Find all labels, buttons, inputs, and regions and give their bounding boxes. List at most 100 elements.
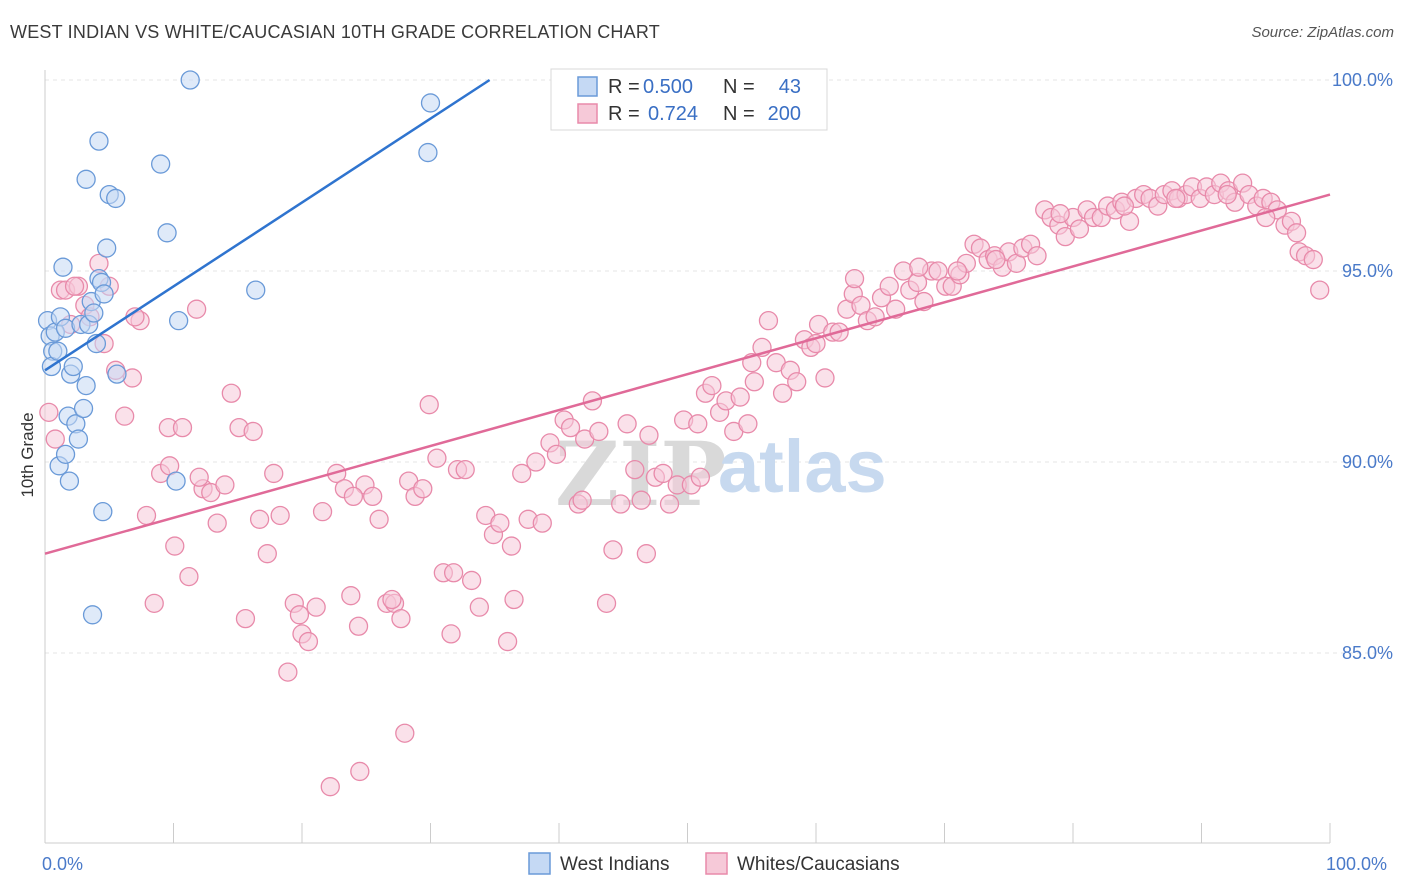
whites-caucasians-point-199 [1050, 204, 1070, 224]
whites-caucasians-point-80 [596, 593, 617, 613]
whites-caucasians-point-181 [1310, 280, 1330, 300]
west-indians-point-11 [63, 356, 83, 377]
x-tick-label-min: 0.0% [42, 854, 83, 874]
whites-caucasians-point-101 [744, 372, 764, 392]
whites-caucasians-point-192 [690, 467, 710, 487]
whites-caucasians-point-61 [461, 570, 482, 591]
whites-caucasians-point-195 [844, 268, 865, 289]
whites-caucasians-point-127 [928, 261, 948, 281]
whites-caucasians-point-16 [144, 593, 164, 613]
legend-r-value-2: 0.724 [648, 103, 698, 125]
whites-caucasians-point-81 [603, 540, 623, 560]
west-indians-point-42 [420, 93, 441, 113]
west-indians-point-34 [106, 188, 126, 209]
west-indians-point-16 [76, 375, 96, 396]
whites-caucasians-point-182 [64, 276, 85, 296]
whites-caucasians-point-82 [611, 494, 631, 514]
whites-caucasians-point-55 [419, 395, 439, 415]
whites-caucasians-point-75 [560, 417, 581, 438]
whites-caucasians-point-197 [947, 261, 967, 281]
whites-caucasians-point-86 [639, 425, 659, 445]
whites-caucasians-point-100 [738, 414, 758, 434]
legend-r-label-1: R = [608, 76, 640, 98]
whites-caucasians-point-66 [497, 631, 518, 652]
whites-caucasians-point-99 [730, 387, 750, 407]
west-indians-point-26 [107, 364, 127, 384]
whites-caucasians-point-1 [45, 429, 65, 449]
whites-caucasians-point-27 [221, 383, 241, 403]
chart-title: WEST INDIAN VS WHITE/CAUCASIAN 10TH GRAD… [10, 22, 660, 42]
whites-caucasians-point-180 [1303, 249, 1323, 270]
west-indians-point-28 [55, 444, 76, 465]
whites-caucasians-point-111 [815, 368, 835, 388]
west-indians-point-13 [68, 429, 89, 449]
west-indians-trend-line [44, 78, 491, 372]
legend-r-value-1: 0.500 [643, 76, 693, 98]
whites-caucasians-point-21 [179, 566, 199, 587]
y-tick-label-3: 100.0% [1332, 70, 1393, 90]
legend-box: R = 0.500 N = 43 R = 0.724 N = 200 [550, 68, 828, 131]
source-credit: Source: ZipAtlas.com [1251, 24, 1394, 41]
whites-caucasians-point-48 [369, 509, 389, 529]
west-indians-point-33 [89, 131, 109, 151]
whites-caucasians-point-200 [1114, 196, 1135, 216]
whites-caucasians-point-31 [249, 509, 270, 529]
legend-n-value-1: 43 [779, 76, 801, 98]
trend-lines [44, 78, 1331, 555]
west-indians-point-7 [53, 257, 73, 277]
x-tick-label-max: 100.0% [1326, 854, 1387, 874]
whites-caucasians-point-79 [589, 421, 609, 442]
whites-caucasians-point-189 [501, 536, 522, 556]
whites-caucasians-point-85 [631, 490, 651, 510]
whites-caucasians-point-65 [490, 513, 510, 533]
bottom-legend-swatch-pink [705, 852, 728, 875]
legend-n-value-2: 200 [768, 103, 801, 125]
y-tick-label-1: 90.0% [1342, 452, 1393, 472]
whites-caucasians-point-205 [189, 467, 209, 487]
whites-caucasians-point-12 [115, 406, 135, 426]
whites-caucasians-point-62 [469, 597, 489, 617]
legend-r-label-2: R = [608, 103, 640, 125]
whites-caucasians-point-26 [215, 475, 235, 495]
west-indians-points [37, 70, 441, 625]
west-indians-point-6 [48, 341, 68, 361]
legend-n-label-2: N = [723, 103, 755, 125]
whites-caucasians-point-105 [772, 383, 793, 403]
west-indians-point-23 [94, 284, 114, 304]
whites-caucasians-point-19 [165, 536, 185, 556]
west-indians-point-31 [82, 605, 103, 625]
west-indians-point-35 [150, 154, 171, 174]
whites-caucasians-point-196 [909, 257, 929, 277]
axes [44, 70, 1331, 844]
west-indians-point-24 [97, 238, 117, 258]
whites-caucasians-point-73 [546, 444, 567, 465]
whites-caucasians-point-185 [289, 605, 310, 625]
bottom-legend: West Indians Whites/Caucasians [528, 852, 900, 875]
whites-caucasians-point-22 [186, 299, 207, 319]
whites-caucasians-point-51 [391, 608, 411, 629]
bottom-legend-west-indians: West Indians [560, 854, 669, 875]
whites-caucasians-point-60 [455, 459, 475, 480]
whites-caucasians-point-67 [504, 589, 524, 610]
west-indians-point-36 [157, 223, 177, 243]
whites-caucasians-point-201 [1166, 188, 1186, 209]
whites-caucasians-point-45 [348, 616, 369, 636]
whites-caucasians-point-147 [1069, 219, 1090, 239]
legend-swatch-pink [577, 103, 598, 124]
whites-caucasians-point-186 [343, 486, 364, 507]
whites-caucasians-point-0 [39, 402, 59, 422]
legend-swatch-blue [577, 76, 598, 97]
whites-caucasians-point-95 [702, 375, 722, 396]
whites-caucasians-point-89 [659, 494, 680, 514]
west-indians-point-32 [76, 169, 96, 189]
whites-caucasians-point-56 [427, 448, 447, 468]
whites-caucasians-point-93 [688, 414, 708, 434]
y-axis-label: 10th Grade [18, 412, 37, 497]
whites-caucasians-point-198 [986, 249, 1006, 270]
west-indians-point-38 [166, 471, 186, 491]
whites-caucasians-point-54 [413, 479, 433, 499]
y-tick-label-0: 85.0% [1342, 643, 1393, 663]
whites-caucasians-point-38 [298, 631, 319, 652]
whites-caucasians-point-20 [172, 417, 193, 438]
